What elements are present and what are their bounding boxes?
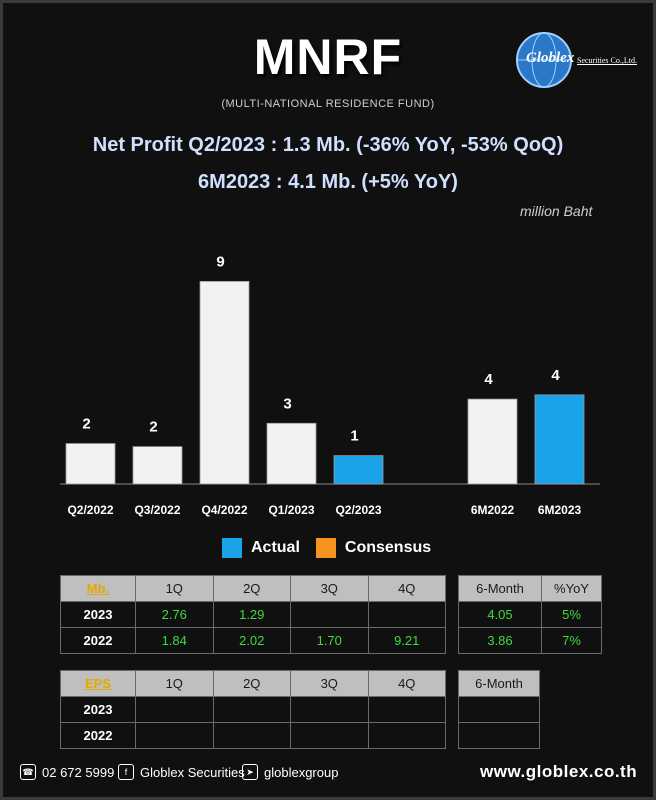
col-header: 1Q	[135, 670, 214, 697]
legend-label-consensus: Consensus	[344, 539, 432, 556]
telegram-handle[interactable]: globlexgroup	[264, 764, 339, 780]
table-cell	[367, 722, 446, 749]
tick-label: Q2/2023	[335, 503, 381, 517]
data-label: 4	[551, 367, 560, 384]
row-year: 2023	[60, 696, 136, 723]
legend-swatch-actual	[222, 538, 242, 558]
footer-phone: ☎ 02 672 5999	[20, 764, 114, 780]
table-row: 3.86 7%	[458, 627, 602, 654]
table-cell: 3.86	[458, 627, 542, 654]
col-header: 6-Month	[458, 575, 542, 602]
bar-q2-2022	[65, 443, 116, 485]
col-header: 2Q	[212, 575, 291, 602]
bar-q3-2022	[132, 446, 183, 485]
col-header: %YoY	[541, 575, 602, 602]
col-header: 2Q	[212, 670, 291, 697]
table-key-eps: EPS	[60, 670, 136, 697]
net-profit-bar-chart: 2 Q2/2022 2 Q3/2022 9 Q4/2022 3 Q1/2023 1 Q2/2023…	[60, 253, 600, 517]
col-header: 6-Month	[458, 670, 540, 697]
table-cell	[367, 601, 446, 628]
table-cell	[135, 696, 214, 723]
headline-half-year: 6M2023 : 4.1 Mb. (+5% YoY)	[198, 171, 458, 193]
bar-q1-2023	[266, 422, 317, 485]
table-row	[458, 722, 540, 749]
tick-label: Q4/2022	[201, 503, 247, 517]
website-link[interactable]: www.globlex.co.th	[480, 762, 638, 781]
table-cell: 2.02	[212, 627, 291, 654]
tick-label: 6M2022	[471, 503, 515, 517]
data-label: 9	[216, 253, 224, 270]
table-cell	[290, 722, 369, 749]
col-header: 3Q	[290, 670, 369, 697]
table-row	[458, 696, 540, 723]
footer-facebook[interactable]: f Globlex Securities	[118, 764, 245, 780]
facebook-icon: f	[118, 764, 134, 780]
table-cell	[458, 722, 540, 749]
table-cell: 2.76	[135, 601, 214, 628]
table-cell: 1.84	[135, 627, 214, 654]
table-row: 2023	[60, 696, 446, 723]
tick-label: Q1/2023	[268, 503, 314, 517]
bar-q2-2023	[333, 455, 384, 485]
table-cell	[290, 696, 369, 723]
phone-number: 02 672 5999	[42, 764, 115, 780]
six-month-table: 6-Month %YoY 4.05 5% 3.86 7%	[458, 575, 602, 654]
chart-legend: Actual Consensus	[222, 538, 431, 558]
telegram-icon: ➤	[242, 764, 258, 780]
table-cell: 4.05	[458, 601, 542, 628]
logo-subtext: Securities Co.,Ltd.	[577, 56, 637, 65]
footer-telegram[interactable]: ➤ globlexgroup	[242, 764, 338, 780]
table-cell	[367, 696, 446, 723]
bar-6m2022	[467, 398, 518, 485]
col-header: 3Q	[290, 575, 369, 602]
col-header: 4Q	[367, 670, 446, 697]
row-year: 2022	[60, 627, 136, 654]
table-row: 2022 1.84 2.02 1.70 9.21	[60, 627, 446, 654]
headline-quarter: Net Profit Q2/2023 : 1.3 Mb. (-36% YoY, …	[92, 134, 564, 156]
bar-q4-2022	[199, 280, 250, 485]
eps-six-month-table: 6-Month	[458, 670, 540, 749]
tick-label: 6M2023	[538, 503, 582, 517]
table-row: 2023 2.76 1.29	[60, 601, 446, 628]
table-cell	[212, 696, 291, 723]
logo-text: Globlex	[526, 50, 575, 66]
table-cell	[212, 722, 291, 749]
data-label: 4	[484, 371, 493, 388]
fund-full-name: (MULTI-NATIONAL RESIDENCE FUND)	[221, 98, 435, 110]
data-label: 2	[149, 419, 157, 436]
globlex-logo-icon	[516, 32, 572, 88]
data-label: 3	[283, 395, 291, 412]
page-title: MNRF	[253, 29, 403, 85]
data-label: 1	[350, 428, 358, 445]
table-cell	[290, 601, 369, 628]
net-profit-table: Mb. 1Q 2Q 3Q 4Q 2023 2.76 1.29 2022 1.84…	[60, 575, 446, 654]
tick-label: Q2/2022	[67, 503, 113, 517]
bar-6m2023	[534, 394, 585, 485]
legend-label-actual: Actual	[251, 539, 300, 556]
table-cell: 7%	[541, 627, 602, 654]
table-key-mb: Mb.	[60, 575, 136, 602]
table-cell	[135, 722, 214, 749]
eps-table: EPS 1Q 2Q 3Q 4Q 2023 2022	[60, 670, 446, 749]
table-row: 4.05 5%	[458, 601, 602, 628]
facebook-name[interactable]: Globlex Securities	[140, 764, 245, 780]
col-header: 4Q	[367, 575, 446, 602]
table-cell: 9.21	[367, 627, 446, 654]
table-cell: 1.70	[290, 627, 369, 654]
tick-label: Q3/2022	[134, 503, 180, 517]
col-header: 1Q	[135, 575, 214, 602]
row-year: 2022	[60, 722, 136, 749]
table-row: 2022	[60, 722, 446, 749]
row-year: 2023	[60, 601, 136, 628]
table-cell	[458, 696, 540, 723]
legend-swatch-consensus	[315, 538, 336, 558]
unit-label: million Baht	[520, 203, 593, 219]
table-cell: 5%	[541, 601, 602, 628]
phone-icon: ☎	[20, 764, 36, 780]
data-label: 2	[82, 416, 90, 433]
table-cell: 1.29	[212, 601, 291, 628]
